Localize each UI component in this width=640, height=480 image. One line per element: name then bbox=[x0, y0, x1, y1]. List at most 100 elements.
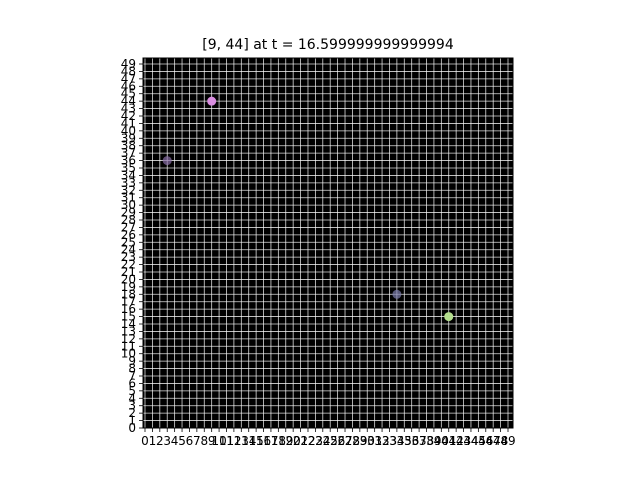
y-tick-label: 39 bbox=[121, 131, 136, 145]
x-tick-label: 45 bbox=[471, 434, 486, 448]
x-tick-label: 39 bbox=[426, 434, 441, 448]
y-tick-label: 3 bbox=[128, 399, 136, 413]
y-tick-label: 11 bbox=[121, 339, 136, 353]
x-tick-label: 28 bbox=[345, 434, 360, 448]
x-tick-label: 40 bbox=[434, 434, 449, 448]
x-tick-label: 20 bbox=[286, 434, 301, 448]
x-tick-label: 22 bbox=[300, 434, 315, 448]
y-tick-label: 6 bbox=[128, 376, 136, 390]
y-tick-label: 33 bbox=[121, 176, 136, 190]
x-tick-label: 7 bbox=[193, 434, 201, 448]
data-point bbox=[162, 156, 172, 166]
x-tick-label: 37 bbox=[411, 434, 426, 448]
x-tick-label: 21 bbox=[293, 434, 308, 448]
y-tick-label: 10 bbox=[121, 347, 136, 361]
x-tick-label: 41 bbox=[441, 434, 456, 448]
x-tick-label: 43 bbox=[456, 434, 471, 448]
y-tick-label: 47 bbox=[121, 72, 136, 86]
x-tick-label: 5 bbox=[178, 434, 186, 448]
y-tick-label: 9 bbox=[128, 354, 136, 368]
chart-title: [9, 44] at t = 16.599999999999994 bbox=[202, 37, 454, 53]
y-tick-label: 31 bbox=[121, 191, 136, 205]
y-tick-label: 21 bbox=[121, 265, 136, 279]
x-tick-label: 4 bbox=[171, 434, 179, 448]
y-tick-label: 0 bbox=[128, 421, 136, 435]
y-tick-label: 40 bbox=[121, 124, 136, 138]
y-tick-label: 37 bbox=[121, 146, 136, 160]
y-tick-label: 41 bbox=[121, 116, 136, 130]
y-tick-label: 4 bbox=[128, 391, 136, 405]
plot-area: 0 1 2 3 4 5 6 7 8 9101112131415161718192021222324… bbox=[121, 57, 516, 448]
x-tick-label: 11 bbox=[219, 434, 234, 448]
y-tick-label: 15 bbox=[121, 310, 136, 324]
x-tick-label: 8 bbox=[200, 434, 208, 448]
y-tick-label: 43 bbox=[121, 102, 136, 116]
axes-frame bbox=[142, 57, 514, 429]
x-tick-label: 46 bbox=[478, 434, 493, 448]
x-tick-label: 36 bbox=[404, 434, 419, 448]
x-tick-label: 47 bbox=[486, 434, 501, 448]
x-tick-label: 27 bbox=[337, 434, 352, 448]
x-tick-label: 14 bbox=[241, 434, 256, 448]
x-tick-label: 34 bbox=[389, 434, 404, 448]
data-point bbox=[392, 289, 402, 299]
y-tick-label: 12 bbox=[121, 332, 136, 346]
y-tick-label: 42 bbox=[121, 109, 136, 123]
y-tick-label: 29 bbox=[121, 206, 136, 220]
x-tick-label: 0 bbox=[141, 434, 149, 448]
x-tick-label: 18 bbox=[271, 434, 286, 448]
x-tick-label: 33 bbox=[382, 434, 397, 448]
x-tick-label: 19 bbox=[278, 434, 293, 448]
y-tick-label: 18 bbox=[121, 287, 136, 301]
y-tick-label: 30 bbox=[121, 198, 136, 212]
y-tick-label: 1 bbox=[128, 414, 136, 428]
y-tick-label: 22 bbox=[121, 258, 136, 272]
y-tick-label: 8 bbox=[128, 362, 136, 376]
y-tick-label: 27 bbox=[121, 220, 136, 234]
y-tick-label: 5 bbox=[128, 384, 136, 398]
x-tick-label: 12 bbox=[226, 434, 241, 448]
x-tick-label: 38 bbox=[419, 434, 434, 448]
y-tick-label: 16 bbox=[121, 302, 136, 316]
x-tick-label: 16 bbox=[256, 434, 271, 448]
x-tick-label: 30 bbox=[360, 434, 375, 448]
data-point bbox=[444, 312, 454, 322]
x-tick-label: 49 bbox=[500, 434, 515, 448]
x-tick-label: 42 bbox=[449, 434, 464, 448]
y-tick-label: 35 bbox=[121, 161, 136, 175]
y-tick-label: 46 bbox=[121, 79, 136, 93]
x-tick-label: 15 bbox=[248, 434, 263, 448]
plot-background bbox=[143, 58, 513, 428]
x-tick-label: 17 bbox=[263, 434, 278, 448]
y-tick-label: 26 bbox=[121, 228, 136, 242]
y-tick-label: 48 bbox=[121, 64, 136, 78]
y-tick-label: 2 bbox=[128, 406, 136, 420]
y-tick-label: 32 bbox=[121, 183, 136, 197]
x-tick-label: 35 bbox=[397, 434, 412, 448]
y-tick-label: 28 bbox=[121, 213, 136, 227]
x-tick-label: 29 bbox=[352, 434, 367, 448]
y-tick-label: 14 bbox=[121, 317, 136, 331]
x-tick-label: 23 bbox=[308, 434, 323, 448]
x-tick-label: 24 bbox=[315, 434, 330, 448]
y-tick-label: 17 bbox=[121, 295, 136, 309]
y-tick-label: 23 bbox=[121, 250, 136, 264]
x-tick-label: 3 bbox=[163, 434, 171, 448]
x-tick-label: 26 bbox=[330, 434, 345, 448]
y-tick-label: 36 bbox=[121, 154, 136, 168]
x-tick-label: 48 bbox=[493, 434, 508, 448]
y-tick-label: 34 bbox=[121, 168, 136, 182]
data-point bbox=[207, 96, 217, 106]
x-tick-label: 2 bbox=[156, 434, 164, 448]
y-tick-label: 45 bbox=[121, 87, 136, 101]
x-tick-label: 44 bbox=[463, 434, 478, 448]
x-tick-label: 13 bbox=[234, 434, 249, 448]
y-tick-label: 24 bbox=[121, 243, 136, 257]
x-tick-label: 6 bbox=[186, 434, 194, 448]
y-tick-label: 13 bbox=[121, 324, 136, 338]
y-tick-label: 38 bbox=[121, 139, 136, 153]
x-tick-label: 9 bbox=[208, 434, 216, 448]
y-tick-label: 20 bbox=[121, 272, 136, 286]
y-tick-label: 44 bbox=[121, 94, 136, 108]
